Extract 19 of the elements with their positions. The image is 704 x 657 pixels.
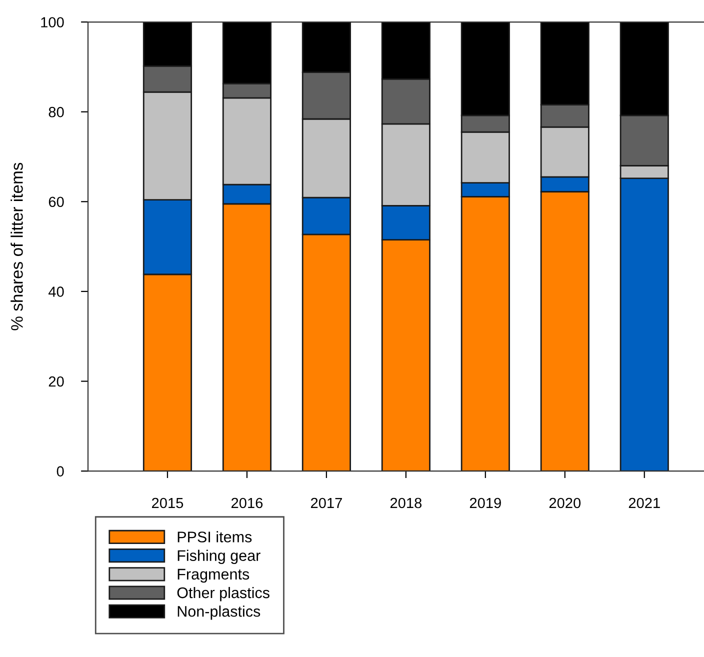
legend-label: Non-plastics <box>178 606 260 620</box>
legend-label: PPSI items <box>178 531 252 542</box>
y-tick-label: 80 <box>48 106 64 118</box>
x-tick-label: 2019 <box>470 498 501 508</box>
legend-label: Other plastics <box>177 586 270 602</box>
legend-label: Fishing gear <box>178 550 260 564</box>
y-tick-label: 40 <box>48 286 64 297</box>
legend-label: Fragments <box>178 568 250 583</box>
x-tick-label: 2018 <box>390 498 422 508</box>
y-axis-title: % shares of litter items <box>10 162 23 330</box>
y-tick-label: 60 <box>48 196 64 208</box>
y-tick-label: 20 <box>48 376 64 387</box>
y-tick-label: 0 <box>56 466 64 476</box>
x-tick-label: 2017 <box>310 498 342 508</box>
x-tick-label: 2016 <box>231 498 263 508</box>
x-tick-label: 2020 <box>549 498 581 508</box>
x-tick-label: 2015 <box>152 498 184 508</box>
x-tick-label: 2021 <box>628 498 660 508</box>
y-tick-label: 100 <box>41 17 64 28</box>
